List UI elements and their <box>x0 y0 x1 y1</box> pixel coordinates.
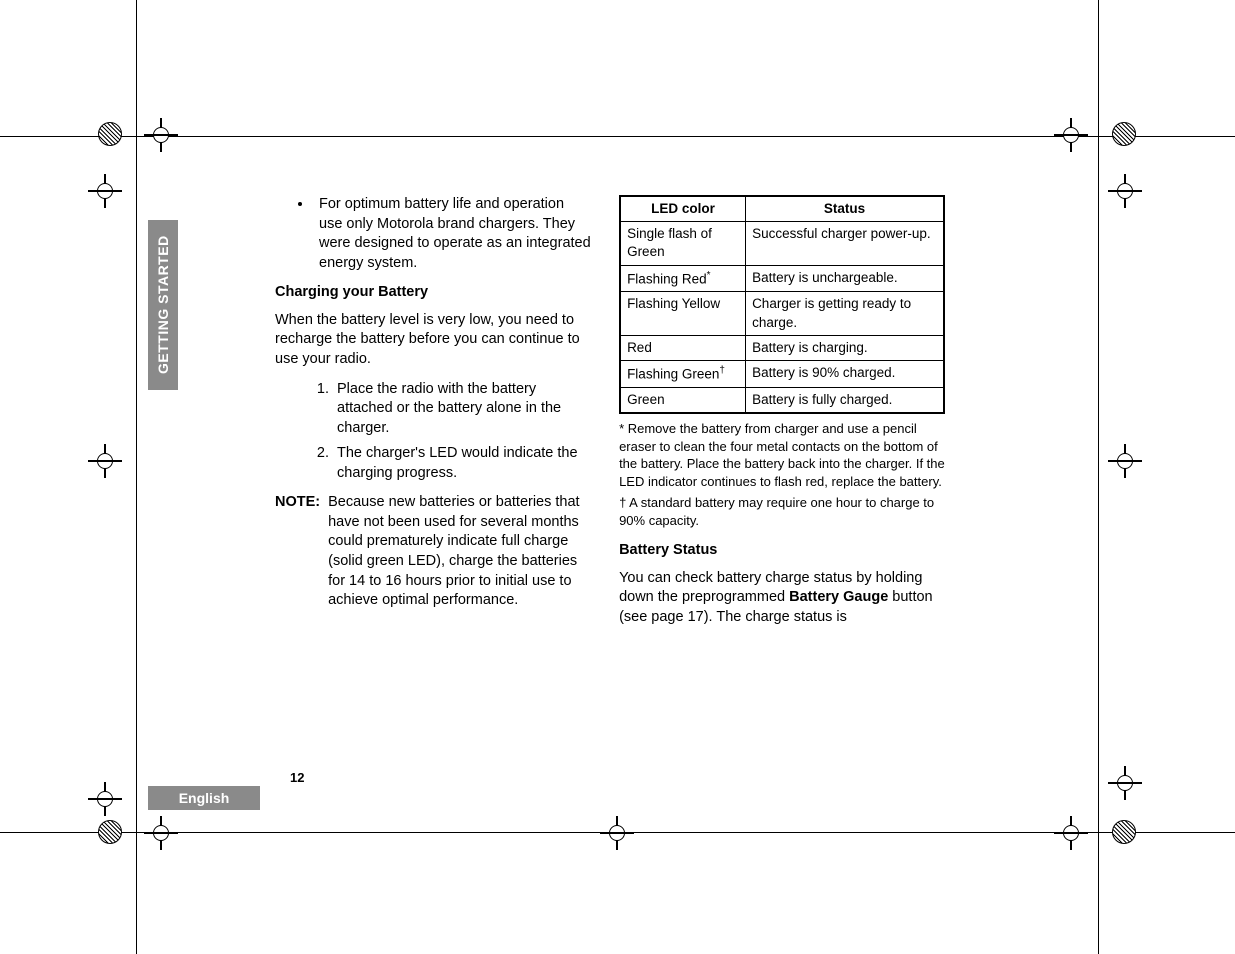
led-status-table: LED color Status Single flash of GreenSu… <box>619 195 945 414</box>
language-tab: English <box>148 786 260 810</box>
right-column: LED color Status Single flash of GreenSu… <box>619 195 945 628</box>
crosshair-icon <box>604 820 630 846</box>
note-block: NOTE: Because new batteries or batteries… <box>275 493 591 610</box>
table-row: Flashing YellowCharger is getting ready … <box>620 292 944 335</box>
step-item: Place the radio with the battery attache… <box>333 380 591 439</box>
crosshair-icon <box>1112 178 1138 204</box>
heading-battery-status: Battery Status <box>619 541 945 561</box>
table-row: Flashing Green†Battery is 90% charged. <box>620 361 944 388</box>
crosshair-icon <box>92 786 118 812</box>
crosshair-icon <box>1112 770 1138 796</box>
footnote-star: * Remove the battery from charger and us… <box>619 420 945 490</box>
cell-status: Successful charger power-up. <box>746 222 944 265</box>
crop-rule-right <box>1098 0 1099 954</box>
crosshair-icon <box>1112 448 1138 474</box>
crop-rule-top <box>0 136 1235 137</box>
heading-charging: Charging your Battery <box>275 283 591 303</box>
cell-led-color: Flashing Green† <box>620 361 746 388</box>
paragraph: When the battery level is very low, you … <box>275 311 591 370</box>
crosshair-icon <box>148 122 174 148</box>
registration-mark-icon <box>98 820 122 844</box>
table-row: Flashing Red*Battery is unchargeable. <box>620 265 944 292</box>
crop-rule-left <box>136 0 137 954</box>
note-label: NOTE: <box>275 493 320 610</box>
note-body: Because new batteries or batteries that … <box>328 493 591 610</box>
section-tab: GETTING STARTED <box>148 220 178 390</box>
cell-led-color: Single flash of Green <box>620 222 746 265</box>
paragraph: You can check battery charge status by h… <box>619 569 945 628</box>
cell-led-color: Red <box>620 335 746 360</box>
table-header-status: Status <box>746 196 944 222</box>
table-row: Single flash of GreenSuccessful charger … <box>620 222 944 265</box>
table-row: RedBattery is charging. <box>620 335 944 360</box>
cell-led-color: Flashing Red* <box>620 265 746 292</box>
footnote-dagger: † A standard battery may require one hou… <box>619 494 945 529</box>
registration-mark-icon <box>1112 122 1136 146</box>
page-number: 12 <box>290 770 304 785</box>
bullet-item: For optimum battery life and operation u… <box>313 195 591 273</box>
left-column: For optimum battery life and operation u… <box>275 195 591 628</box>
steps-list: Place the radio with the battery attache… <box>275 380 591 484</box>
cell-led-color: Green <box>620 387 746 413</box>
cell-status: Charger is getting ready to charge. <box>746 292 944 335</box>
table-row: GreenBattery is fully charged. <box>620 387 944 413</box>
para-bold: Battery Gauge <box>789 589 888 605</box>
page-content: For optimum battery life and operation u… <box>275 195 945 628</box>
cell-led-color: Flashing Yellow <box>620 292 746 335</box>
crosshair-icon <box>92 178 118 204</box>
bullet-list: For optimum battery life and operation u… <box>275 195 591 273</box>
table-header-led: LED color <box>620 196 746 222</box>
crosshair-icon <box>148 820 174 846</box>
crosshair-icon <box>1058 122 1084 148</box>
crosshair-icon <box>1058 820 1084 846</box>
registration-mark-icon <box>1112 820 1136 844</box>
crosshair-icon <box>92 448 118 474</box>
cell-status: Battery is fully charged. <box>746 387 944 413</box>
cell-status: Battery is unchargeable. <box>746 265 944 292</box>
cell-status: Battery is 90% charged. <box>746 361 944 388</box>
step-item: The charger's LED would indicate the cha… <box>333 444 591 483</box>
cell-status: Battery is charging. <box>746 335 944 360</box>
registration-mark-icon <box>98 122 122 146</box>
